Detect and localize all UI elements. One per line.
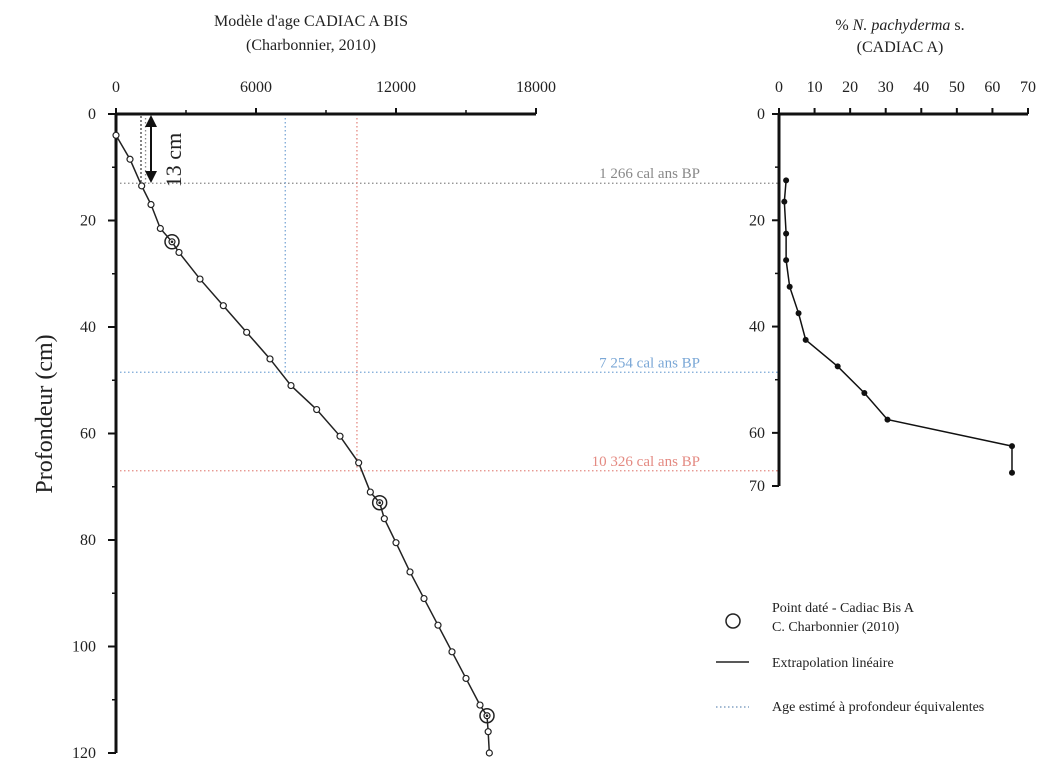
age-model-point — [476, 701, 484, 709]
right-chart-title: % N. pachyderma s. — [835, 17, 964, 34]
left-y-tick-label: 60 — [80, 426, 96, 443]
age-model-point — [112, 131, 120, 139]
left-series — [112, 131, 495, 757]
right-x-tick-label: 50 — [949, 79, 965, 96]
left-y-tick-label: 100 — [72, 639, 96, 656]
scale-arrow-down-icon — [145, 171, 157, 183]
right-chart-title-prefix: % — [835, 17, 852, 34]
reference-line-label: 7 254 cal ans BP — [599, 355, 700, 371]
dated-point-marker — [479, 707, 495, 724]
dated-point-center — [170, 240, 174, 244]
age-model-point — [266, 355, 274, 363]
left-y-tick-label: 80 — [80, 532, 96, 549]
right-axes: 0 10 20 30 40 50 60 70 0 20 40 60 70 — [749, 79, 1036, 495]
reference-line-label: 1 266 cal ans BP — [599, 166, 700, 182]
age-model-point — [434, 621, 442, 629]
age-model-point — [156, 224, 164, 233]
age-model-point — [138, 182, 146, 190]
pachyderma-line — [783, 180, 1013, 473]
right-x-tick-label: 20 — [842, 79, 858, 96]
reference-lines — [116, 114, 779, 472]
age-model-point — [406, 568, 414, 576]
scale-arrow-up-icon — [145, 115, 157, 127]
pachyderma-point — [861, 390, 868, 396]
left-x-tick-label: 18000 — [516, 79, 556, 96]
right-x-tick-label: 70 — [1020, 79, 1036, 96]
legend-dated-point-label-2: C. Charbonnier (2010) — [772, 620, 899, 635]
age-model-point — [355, 459, 363, 467]
left-x-tick-label: 6000 — [240, 79, 272, 96]
age-model-point — [175, 248, 183, 257]
age-model-point — [219, 302, 227, 310]
right-y-tick-label: 20 — [749, 212, 765, 229]
right-chart-subtitle: (CADIAC A) — [857, 39, 944, 56]
right-x-tick-label: 10 — [807, 79, 823, 96]
right-chart-title-suffix: s. — [950, 17, 964, 34]
legend: Point daté - Cadiac Bis A C. Charbonnier… — [716, 601, 984, 715]
age-model-point — [147, 200, 155, 209]
pachyderma-point — [783, 230, 790, 237]
pachyderma-point — [834, 363, 841, 370]
age-model-line — [115, 134, 491, 754]
pachyderma-point — [781, 198, 788, 205]
right-x-tick-label: 30 — [878, 79, 894, 96]
legend-dated-point-icon — [725, 613, 741, 629]
age-model-point — [366, 488, 374, 496]
left-x-tick-label: 12000 — [376, 79, 416, 96]
left-x-tick-label: 0 — [112, 79, 120, 96]
left-chart-title: Modèle d'age CADIAC A BIS — [214, 13, 408, 30]
right-y-tick-label: 60 — [749, 425, 765, 442]
right-series — [781, 177, 1015, 476]
age-model-point — [243, 328, 251, 336]
pachyderma-point — [783, 177, 790, 184]
pachyderma-point — [884, 416, 891, 423]
right-chart-title-species: N. pachyderma — [852, 17, 951, 34]
right-y-tick-label: 0 — [757, 106, 765, 123]
dated-point-marker — [371, 494, 388, 511]
age-model-point — [462, 674, 470, 683]
legend-dated-point-label-1: Point daté - Cadiac Bis A — [772, 601, 915, 616]
pachyderma-point — [783, 257, 790, 264]
age-model-point — [336, 432, 344, 440]
age-model-point — [287, 381, 295, 390]
left-y-tick-label: 120 — [72, 745, 96, 758]
legend-estimated-label: Age estimé à profondeur équivalentes — [772, 700, 984, 715]
dated-point-center — [485, 714, 489, 718]
pachyderma-point — [802, 336, 809, 343]
right-x-tick-label: 60 — [984, 79, 1000, 96]
left-chart-subtitle: (Charbonnier, 2010) — [246, 37, 376, 54]
age-model-point — [196, 275, 204, 283]
pachyderma-point — [1008, 469, 1015, 476]
left-y-tick-label: 20 — [80, 213, 96, 230]
pachyderma-point — [795, 310, 802, 317]
right-x-tick-label: 0 — [775, 79, 783, 96]
right-x-tick-label: 40 — [913, 79, 929, 96]
scale-label: 13 cm — [161, 133, 186, 187]
left-y-tick-label: 40 — [80, 319, 96, 336]
age-model-point — [313, 405, 321, 414]
age-model-point — [448, 648, 456, 656]
right-y-tick-label: 40 — [749, 319, 765, 336]
legend-linear-label: Extrapolation linéaire — [772, 656, 894, 671]
reference-line-label: 10 326 cal ans BP — [592, 454, 700, 470]
pachyderma-point — [786, 283, 793, 290]
right-y-tick-label: 70 — [749, 478, 765, 495]
age-model-point — [126, 155, 134, 163]
age-model-point — [380, 515, 388, 523]
age-model-point — [420, 594, 428, 603]
left-y-axis-label: Profondeur (cm) — [32, 334, 58, 493]
age-model-point — [392, 539, 400, 547]
age-model-point — [485, 749, 493, 757]
reference-labels: 1 266 cal ans BP 7 254 cal ans BP 10 326 c… — [592, 166, 700, 470]
left-y-tick-label: 0 — [88, 106, 96, 123]
left-axes: 0 6000 12000 18000 0 20 40 60 80 100 120 — [72, 79, 556, 758]
dated-point-center — [378, 501, 381, 505]
age-model-point — [484, 728, 492, 736]
scale-bracket: 13 cm — [140, 115, 186, 187]
dated-point-marker — [164, 234, 180, 250]
pachyderma-point — [1008, 443, 1015, 450]
